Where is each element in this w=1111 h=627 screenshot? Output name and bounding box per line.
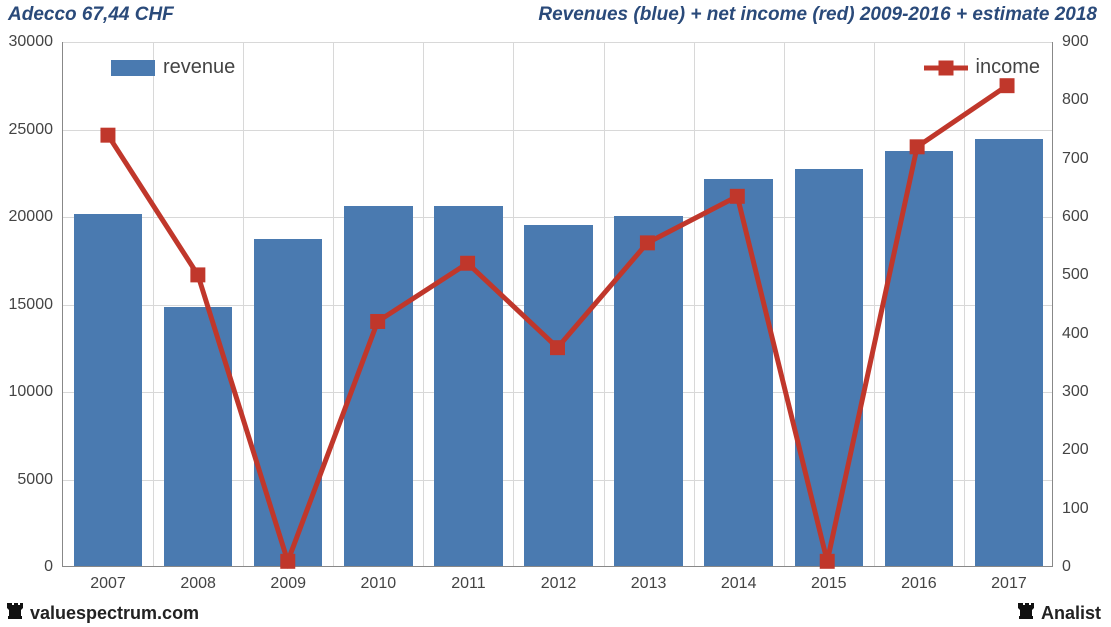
y-axis-right-label: 400: [1062, 325, 1089, 343]
y-axis-right-label: 300: [1062, 383, 1089, 401]
y-axis-right-label: 800: [1062, 91, 1089, 109]
grid-line-v: [333, 42, 334, 566]
x-axis-label: 2014: [721, 575, 757, 593]
y-axis-left-label: 25000: [0, 121, 53, 139]
y-axis-right-label: 100: [1062, 500, 1089, 518]
chart-header: Adecco 67,44 CHF Revenues (blue) + net i…: [0, 0, 1111, 30]
grid-line-v: [694, 42, 695, 566]
income-marker-2017: [1000, 78, 1015, 93]
x-axis-label: 2013: [631, 575, 667, 593]
y-axis-right-label: 200: [1062, 441, 1089, 459]
bar-2012: [524, 225, 592, 566]
x-axis-label: 2011: [451, 575, 485, 593]
bar-2014: [704, 179, 772, 566]
y-axis-left-label: 10000: [0, 383, 53, 401]
footer-right: Analist: [1017, 601, 1101, 626]
x-axis-label: 2009: [270, 575, 306, 593]
grid-line-v: [964, 42, 965, 566]
ticker-title: Adecco 67,44 CHF: [8, 4, 174, 26]
rook-icon: [1017, 601, 1037, 626]
grid-line-v: [874, 42, 875, 566]
footer-right-text: Analist: [1041, 603, 1101, 623]
x-axis-label: 2008: [180, 575, 216, 593]
y-axis-left-label: 15000: [0, 296, 53, 314]
grid-line-h: [63, 130, 1052, 131]
y-axis-right-label: 600: [1062, 208, 1089, 226]
y-axis-right-label: 900: [1062, 33, 1089, 51]
income-marker-2008: [190, 267, 205, 282]
y-axis-left-label: 20000: [0, 208, 53, 226]
bar-2017: [975, 139, 1043, 566]
bar-2011: [434, 206, 502, 567]
grid-line-h: [63, 42, 1052, 43]
grid-line-v: [243, 42, 244, 566]
plot-area: 0500010000150002000025000300000100200300…: [62, 42, 1053, 567]
legend-income: income: [924, 56, 1040, 79]
bar-2008: [164, 307, 232, 566]
bar-2010: [344, 206, 412, 567]
grid-line-v: [513, 42, 514, 566]
rook-icon: [6, 601, 26, 626]
bar-2013: [614, 216, 682, 566]
y-axis-left-label: 5000: [0, 471, 53, 489]
chart-container: 0 5000 10000 15000 20000 25000 30000 0 100 200 300…: [0, 30, 1111, 601]
grid-line-v: [423, 42, 424, 566]
grid-line-v: [784, 42, 785, 566]
legend-income-marker: [924, 58, 968, 78]
legend-revenue-swatch: [111, 60, 155, 76]
grid-line-v: [604, 42, 605, 566]
y-axis-left-label: 30000: [0, 33, 53, 51]
y-axis-right-label: 0: [1062, 558, 1071, 576]
x-axis-label: 2010: [361, 575, 397, 593]
grid-line-v: [153, 42, 154, 566]
footer-left: valuespectrum.com: [6, 601, 199, 626]
chart-footer: valuespectrum.com Analist: [0, 601, 1111, 627]
y-axis-left-label: 0: [0, 558, 53, 576]
y-axis-right-label: 500: [1062, 266, 1089, 284]
footer-left-text: valuespectrum.com: [30, 603, 199, 623]
bar-2015: [795, 169, 863, 566]
legend-revenue-label: revenue: [163, 56, 235, 79]
x-axis-label: 2016: [901, 575, 937, 593]
legend-revenue: revenue: [111, 56, 235, 79]
chart-subtitle: Revenues (blue) + net income (red) 2009-…: [538, 4, 1097, 26]
bar-2007: [74, 214, 142, 566]
bar-2016: [885, 151, 953, 566]
y-axis-right-label: 700: [1062, 150, 1089, 168]
x-axis-label: 2017: [991, 575, 1027, 593]
x-axis-label: 2015: [811, 575, 847, 593]
x-axis-label: 2012: [541, 575, 577, 593]
x-axis-label: 2007: [90, 575, 126, 593]
legend-income-label: income: [976, 56, 1040, 79]
bar-2009: [254, 239, 322, 566]
